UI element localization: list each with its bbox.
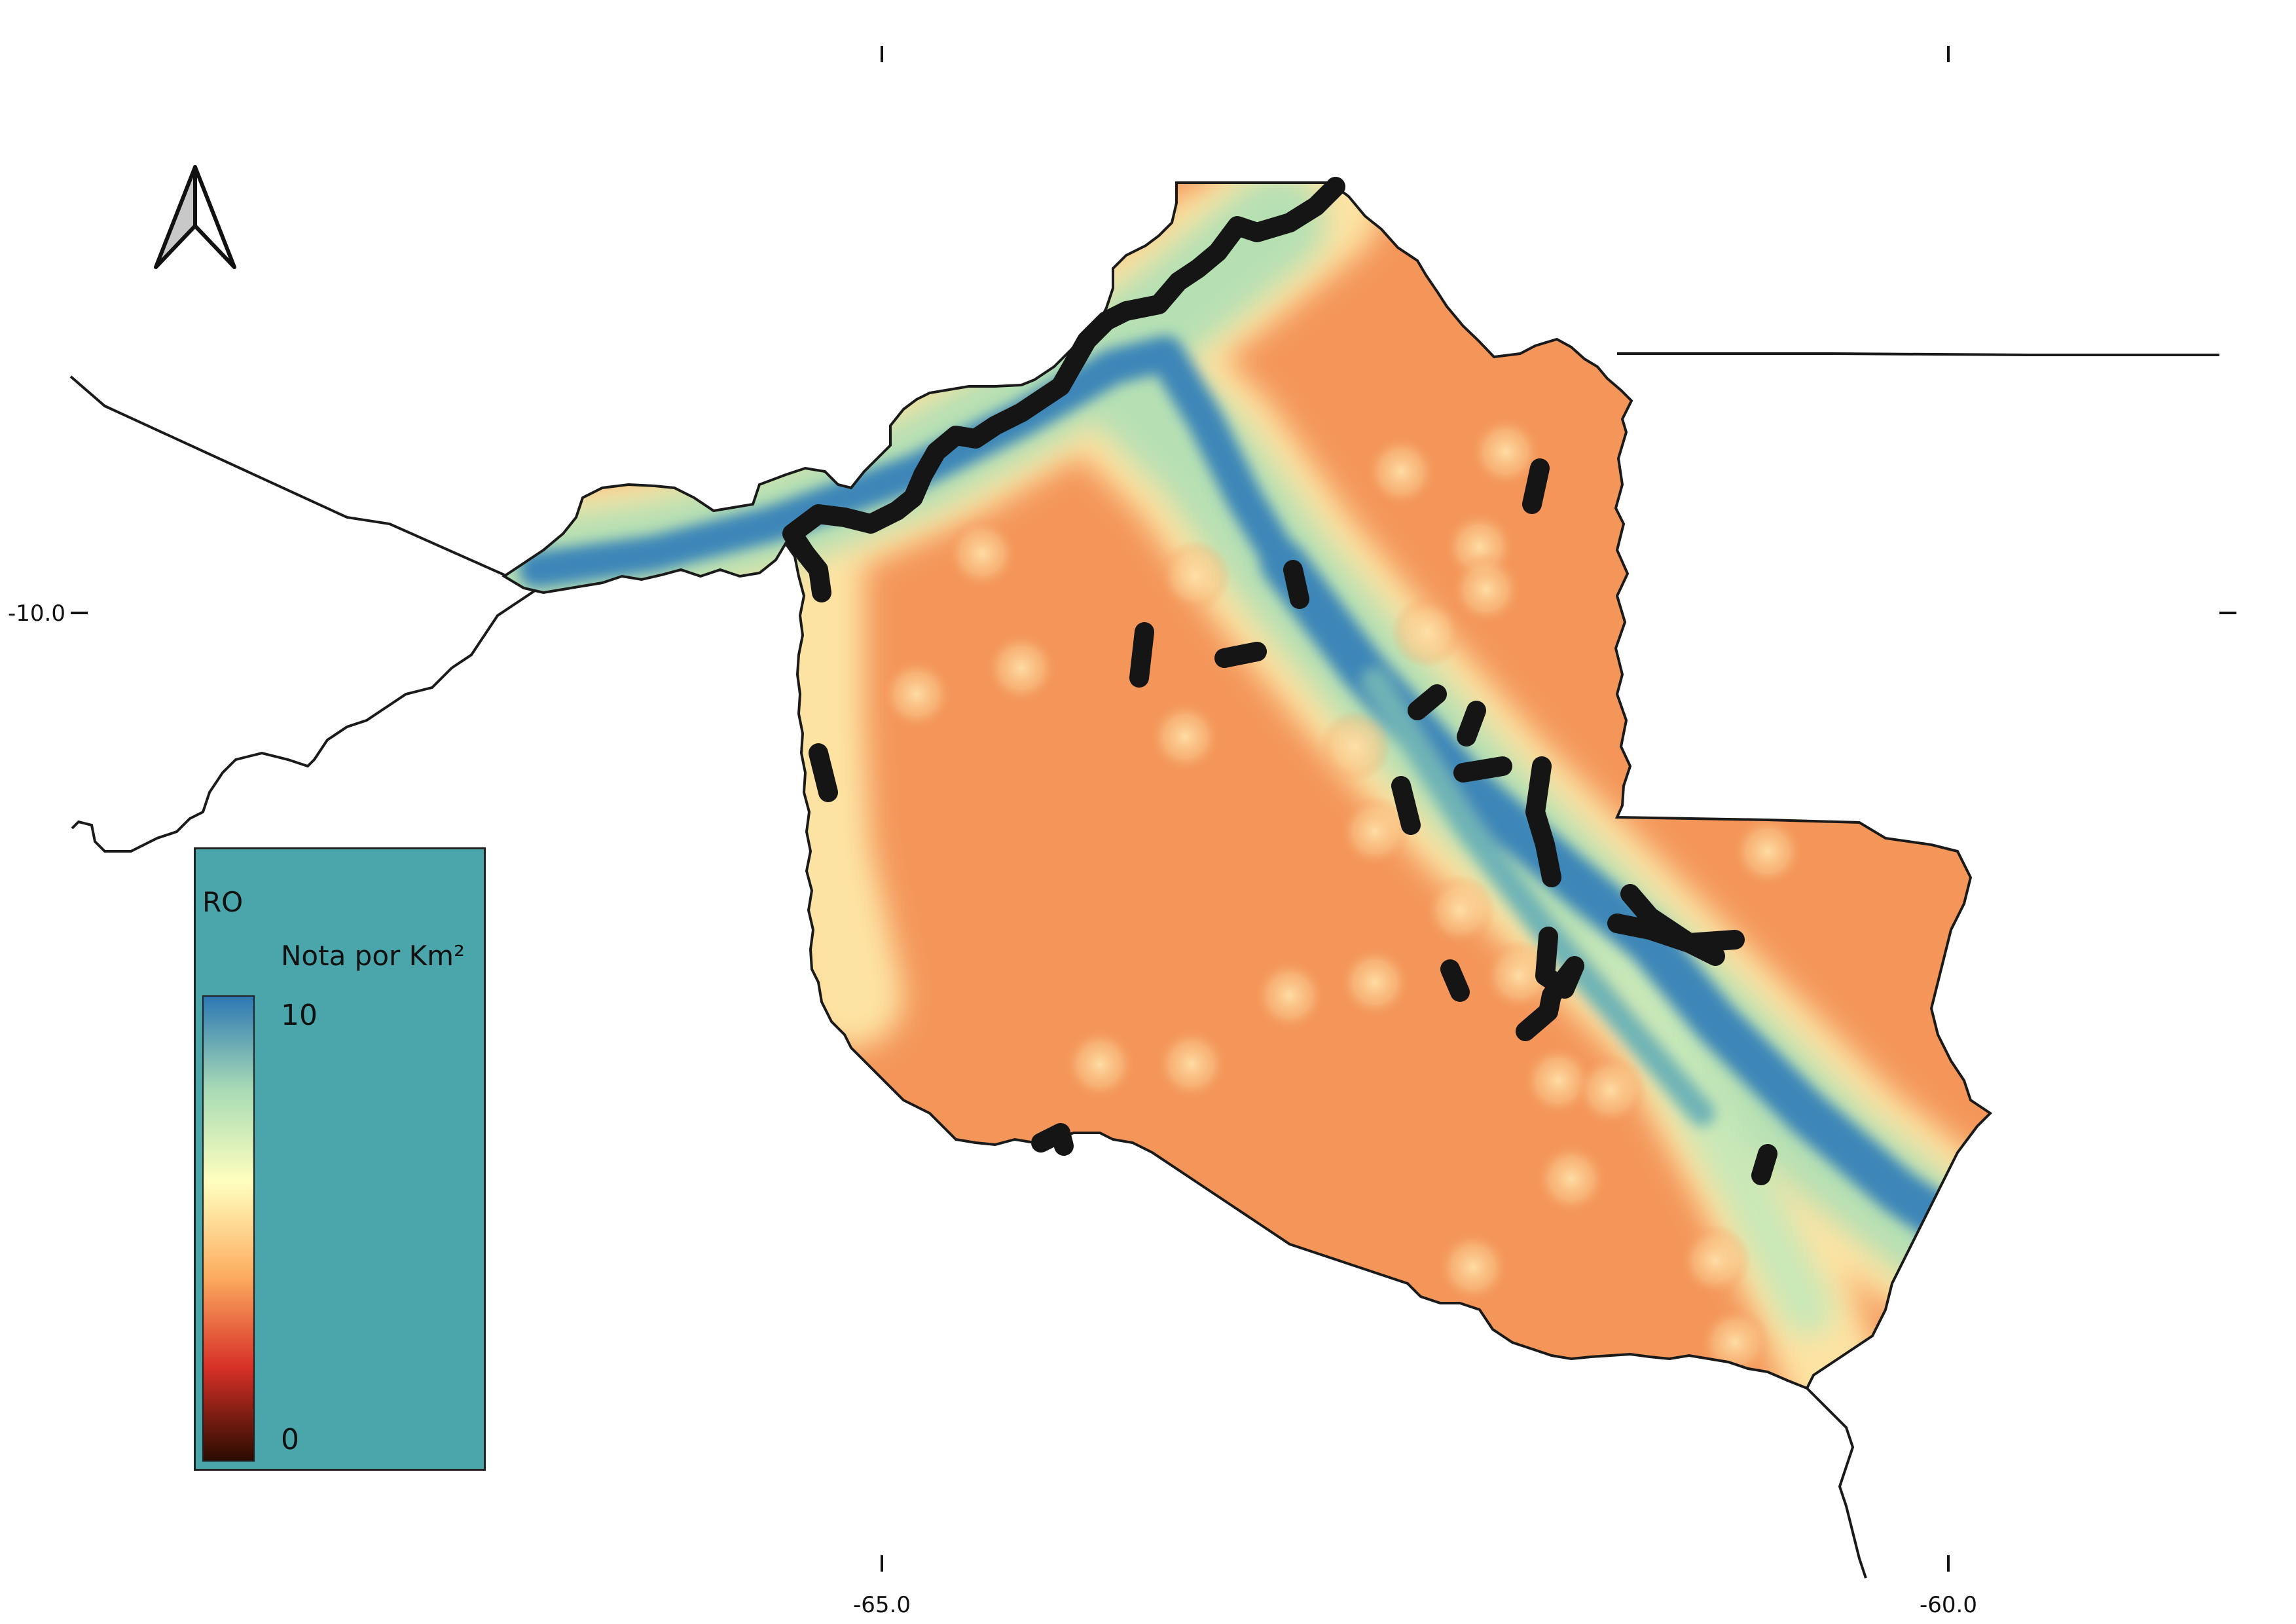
- x-tick-label-1: -65.0: [853, 1592, 911, 1618]
- x-tick-label-2: -60.0: [1920, 1592, 1977, 1618]
- road-segment-15: [809, 743, 838, 802]
- legend-max-label: 10: [281, 999, 318, 1032]
- road-segment-8: [1391, 776, 1421, 835]
- legend-layer-title: RO: [202, 886, 244, 918]
- road-segment-12: [1516, 927, 1584, 1041]
- road-segment-7: [1453, 756, 1512, 783]
- road-segment-9: [1525, 756, 1561, 887]
- legend-field-name: Nota por Km²: [281, 940, 465, 972]
- legend-panel: RO Nota por Km² 10 0: [194, 847, 486, 1471]
- road-segment-5: [1408, 684, 1447, 720]
- neighbor-border-south: [1806, 1387, 1867, 1579]
- road-segment-14: [1751, 1144, 1777, 1185]
- road-segment-2: [1283, 560, 1309, 609]
- neighbor-border-east: [1617, 352, 2219, 356]
- legend-min-label: 0: [281, 1423, 299, 1456]
- road-segment-6: [1457, 701, 1486, 747]
- road-segment-4: [1214, 642, 1267, 668]
- road-main-north: [782, 177, 1345, 602]
- road-segment-11: [1607, 913, 1745, 953]
- road-segment-3: [1129, 622, 1154, 688]
- y-tick-label-1: -10.0: [8, 600, 65, 627]
- north-arrow-icon: [154, 165, 236, 269]
- neighbor-border-southwest: [71, 588, 538, 853]
- legend-color-ramp: [202, 995, 255, 1462]
- road-segment-1: [1522, 458, 1550, 514]
- heat-west-edge: [759, 524, 903, 1048]
- road-network: [782, 177, 1777, 1185]
- graticule-ticks: [71, 46, 2236, 1572]
- road-segment-16: [1031, 1123, 1074, 1156]
- heat-hotspots: [881, 416, 1804, 1378]
- road-segment-13: [1440, 959, 1470, 1002]
- neighbor-border-west: [69, 375, 538, 591]
